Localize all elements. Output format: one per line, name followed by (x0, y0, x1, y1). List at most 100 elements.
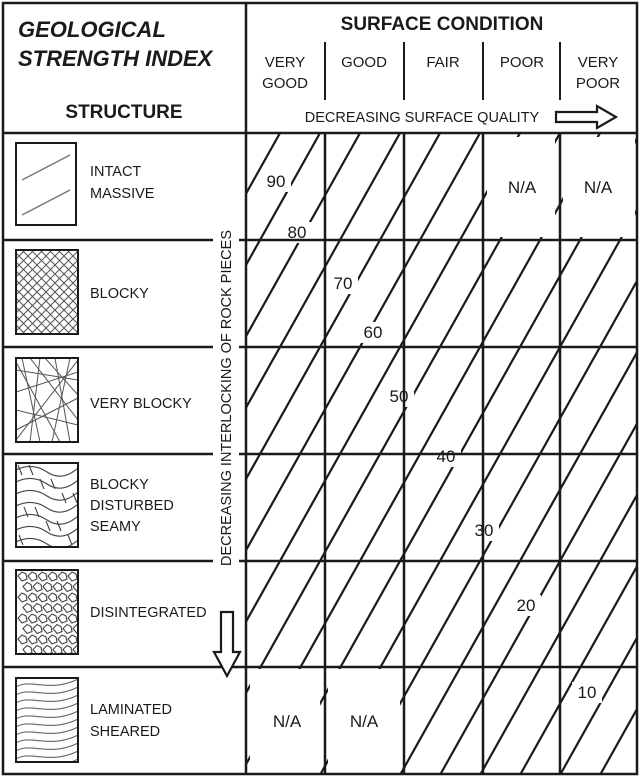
rock-fragment (47, 634, 58, 645)
blocky-joint-line (16, 250, 53, 287)
seam-line (16, 465, 78, 477)
rock-fragment (47, 613, 58, 624)
rock-fragment (27, 592, 38, 603)
surface-condition-very-good-line2: GOOD (262, 75, 308, 92)
blocky-joint-line (16, 250, 71, 305)
blocky-joint-line (48, 304, 78, 334)
rock-fragment (22, 623, 33, 635)
seam-joint (56, 520, 62, 532)
contour-label-mask (261, 171, 291, 192)
structure-intact-line2: MASSIVE (90, 186, 155, 202)
surface-condition-poor: POOR (500, 54, 544, 71)
structure-seamy-line2: DISTURBED (90, 498, 174, 514)
lamina-line (16, 734, 78, 744)
structure-header: STRUCTURE (65, 102, 182, 123)
blocky-joint-line (39, 295, 78, 334)
blocky-joint-line (139, 250, 223, 334)
blocky-joint-line (16, 259, 78, 323)
blocky-joint-line (48, 250, 78, 280)
very-blocky-joint-line (51, 358, 71, 442)
seam-joint (72, 492, 78, 504)
right-arrow-icon (554, 104, 619, 130)
interlock-label-mask (213, 220, 239, 570)
blocky-icon (15, 249, 223, 335)
na-cell-intact-very-poor: N/A (584, 178, 613, 197)
blocky-joint-line (16, 250, 44, 278)
grid-lines (3, 3, 637, 774)
rock-fragment (32, 623, 43, 635)
rock-fragment (32, 581, 43, 593)
lamina-line (16, 750, 78, 760)
blocky-joint-line (16, 297, 53, 334)
blocky-disturbed-seamy-icon (15, 462, 79, 548)
rock-fragment (72, 581, 78, 593)
gsi-contour-label-40: 40 (437, 447, 456, 466)
contour-label-mask (511, 595, 541, 616)
rock-fragment (47, 571, 58, 582)
rock-fragment (62, 581, 73, 593)
very-blocky-joint-line (16, 397, 78, 431)
surface-condition-very-poor-line1: VERY (578, 54, 619, 71)
rock-fragment (37, 613, 48, 624)
contour-label-mask (358, 322, 388, 343)
contour-label-mask (384, 386, 414, 407)
very-blocky-joint-line (44, 358, 78, 396)
laminated-sheared-icon (15, 677, 79, 763)
rock-fragment (27, 613, 38, 624)
rock-fragment (57, 613, 68, 624)
seam-joint (67, 534, 73, 546)
seam-line (16, 477, 78, 489)
very-blocky-joint-line (16, 359, 78, 441)
seam-joint (34, 506, 40, 518)
surface-condition-very-poor-line2: POOR (576, 75, 620, 92)
structure-seamy-line1: BLOCKY (90, 477, 149, 493)
rock-fragment (57, 571, 68, 582)
na-cells: N/A N/A N/A N/A (250, 137, 635, 773)
contour-label-mask (572, 682, 602, 703)
surface-condition-header: SURFACE CONDITION (341, 14, 544, 35)
rock-fragment (17, 613, 28, 624)
gsi-contour-label-70: 70 (334, 274, 353, 293)
structure-laminated-line1: LAMINATED (90, 702, 172, 718)
rock-fragment (17, 634, 28, 645)
rock-fragment (52, 581, 63, 593)
blocky-joint-line (39, 250, 78, 289)
decreasing-surface-quality-label: DECREASING SURFACE QUALITY (305, 110, 540, 126)
blocky-joint-line (57, 313, 78, 334)
na-cell-laminated-good: N/A (350, 712, 379, 731)
lamina-line (16, 678, 78, 688)
rock-fragment (32, 602, 43, 614)
seam-joint (61, 492, 67, 504)
seam-joint (45, 520, 51, 532)
decreasing-interlocking-label: DECREASING INTERLOCKING OF ROCK PIECES (219, 230, 235, 566)
lamina-line (16, 702, 78, 712)
rock-fragment (42, 623, 53, 635)
blocky-joint-line (16, 268, 78, 332)
structure-rows: INTACT MASSIVE BLOCKY VERY BLOCKY BLOCKY… (90, 164, 207, 740)
lamina-line (16, 694, 78, 704)
blocky-joint-line (16, 250, 62, 296)
blocky-joint-line (16, 250, 35, 269)
contour-label-mask (282, 222, 312, 243)
seam-joint (17, 464, 23, 476)
rock-fragment (22, 581, 33, 593)
title-line-1: GEOLOGICAL (18, 17, 166, 42)
na-cell-laminated-very-good: N/A (273, 712, 302, 731)
contour-label-mask (431, 446, 461, 467)
rock-fragment (67, 613, 78, 624)
blocky-joint-line (21, 277, 78, 334)
surface-condition-very-good-line1: VERY (265, 54, 306, 71)
very-blocky-joint-line (21, 358, 41, 442)
seam-joint (50, 478, 56, 490)
very-blocky-joint-line (29, 358, 78, 421)
blocky-joint-line (139, 250, 223, 334)
very-blocky-joint-line (16, 361, 61, 442)
lamina-line (16, 726, 78, 736)
contour-labels: 90 80 70 60 50 40 30 20 10 (267, 172, 597, 702)
title-line-2: STRENGTH INDEX (18, 46, 214, 71)
structure-disintegrated: DISINTEGRATED (90, 605, 207, 621)
gsi-contour-label-30: 30 (475, 521, 494, 540)
seam-joint (28, 464, 34, 476)
rock-fragment (42, 602, 53, 614)
